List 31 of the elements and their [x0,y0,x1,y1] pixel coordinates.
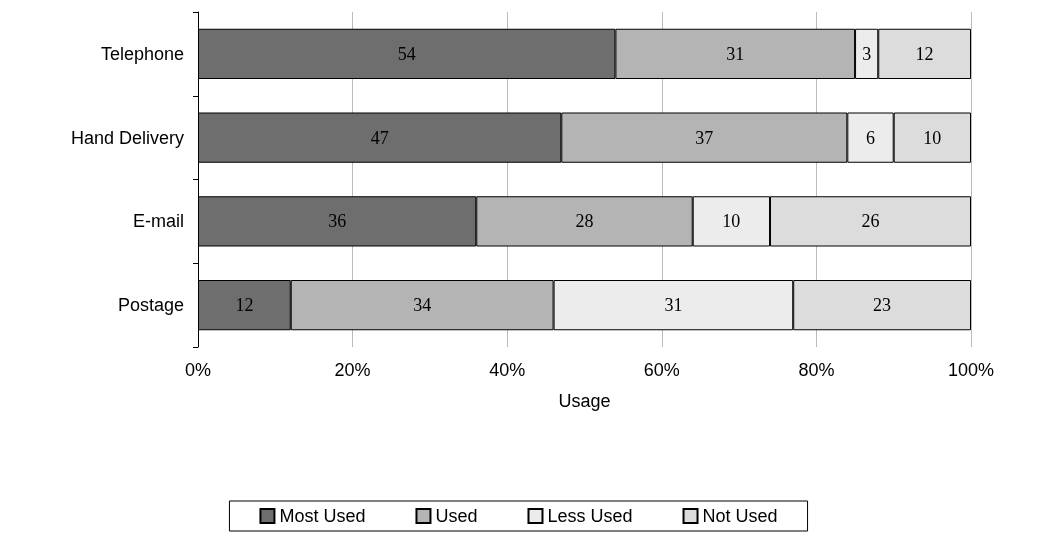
data-label: 10 [923,127,942,148]
data-label: 47 [370,127,389,148]
x-tick-label: 40% [489,360,526,380]
data-label: 31 [664,295,683,316]
x-tick-label: 0% [184,360,212,380]
data-label: 34 [413,295,432,316]
data-label: 37 [695,127,714,148]
y-tick-label: Postage [117,295,184,316]
y-tick-label: Telephone [100,43,184,64]
legend-label: Used [435,506,478,526]
data-label: 10 [722,211,741,232]
data-label: 28 [575,211,594,232]
data-label: 26 [861,211,880,232]
data-label: 12 [235,295,254,316]
data-label: 3 [862,43,872,64]
data-label: 31 [726,43,745,64]
data-label: 54 [397,43,416,64]
data-label: 36 [328,211,347,232]
legend-label: Most Used [279,506,366,526]
y-tick-label: Hand Delivery [70,127,184,148]
legend-label: Less Used [547,506,633,526]
x-tick-label: 60% [643,360,680,380]
y-tick-label: E-mail [132,211,184,232]
x-tick-label: 20% [334,360,371,380]
legend-label: Not Used [702,506,778,526]
x-tick-label: 80% [798,360,835,380]
x-tick-label: 100% [947,360,995,380]
x-axis-title: Usage [558,391,611,411]
data-label: 23 [873,295,892,316]
data-label: 12 [915,43,934,64]
data-label: 6 [866,127,876,148]
